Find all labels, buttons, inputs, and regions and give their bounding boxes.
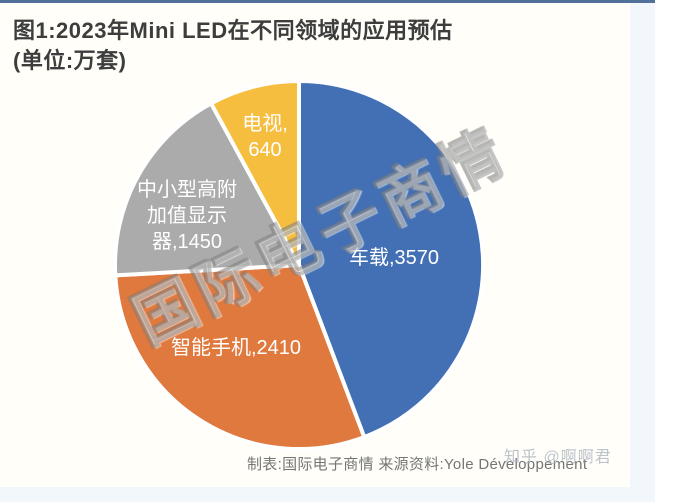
chart-title-line1: 图1:2023年Mini LED在不同领域的应用预估 bbox=[13, 18, 453, 43]
chart-title: 图1:2023年Mini LED在不同领域的应用预估 (单位:万套) bbox=[13, 16, 613, 76]
pie-slice-3 bbox=[209, 79, 301, 267]
chart-card: 车载,3570 智能手机,2410 中小型高附 加值显示 器,1450 电视, 640 图1… bbox=[0, 3, 630, 487]
source-caption: 制表:国际电子商情 来源资料:Yole Développement bbox=[247, 456, 588, 473]
pie-slice-2 bbox=[113, 101, 301, 278]
zhihu-corner-watermark: 知乎 @啊啊君 bbox=[504, 449, 612, 466]
top-border-line bbox=[0, 0, 655, 3]
pie-chart bbox=[113, 79, 486, 452]
pie-slice-1 bbox=[113, 263, 367, 452]
pie-slice-0 bbox=[297, 79, 486, 440]
chart-title-line2: (单位:万套) bbox=[13, 48, 127, 73]
